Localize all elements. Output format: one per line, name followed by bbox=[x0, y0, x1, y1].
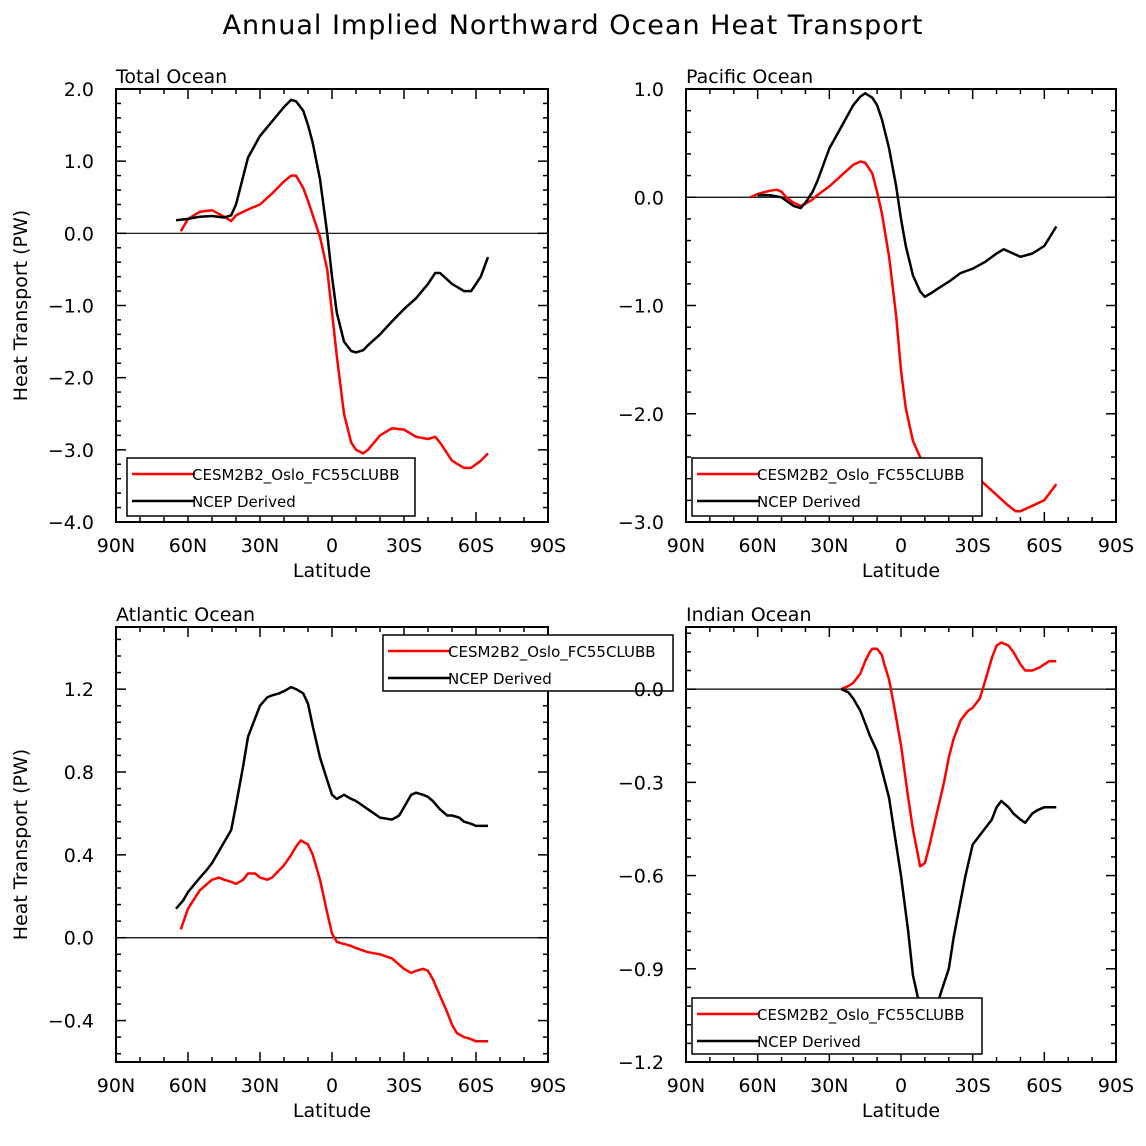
series-line-model bbox=[179, 174, 489, 470]
legend-label: NCEP Derived bbox=[192, 493, 296, 511]
y-tick-label: 0.0 bbox=[634, 187, 664, 209]
legend: CESM2B2_Oslo_FC55CLUBB NCEP Derived bbox=[126, 457, 416, 517]
series-line-ncep bbox=[175, 685, 488, 910]
legend-label: NCEP Derived bbox=[757, 1033, 861, 1051]
y-tick-label: −1.0 bbox=[48, 296, 94, 318]
plot-frame bbox=[685, 626, 1117, 1063]
x-tick-label: 90S bbox=[530, 535, 566, 557]
series-line-model bbox=[179, 839, 488, 1043]
y-tick-label: 0.8 bbox=[64, 762, 94, 784]
series-line-ncep bbox=[840, 687, 1057, 1017]
y-tick-label: −1.2 bbox=[618, 1052, 664, 1074]
y-tick-label: 0.0 bbox=[634, 679, 664, 701]
x-tick-label: 90S bbox=[530, 1075, 566, 1097]
y-tick-label: −2.0 bbox=[618, 404, 664, 426]
x-axis-label: Latitude bbox=[293, 560, 371, 582]
y-axis-label: Heat Transport (PW) bbox=[10, 210, 32, 401]
panel-title: Pacific Ocean bbox=[686, 66, 813, 88]
x-tick-label: 30S bbox=[955, 1075, 991, 1097]
x-tick-label: 30S bbox=[955, 535, 991, 557]
x-tick-label: 90N bbox=[667, 535, 705, 557]
legend-label: CESM2B2_Oslo_FC55CLUBB bbox=[192, 466, 400, 485]
y-tick-label: −4.0 bbox=[48, 512, 94, 534]
y-tick-label: −0.6 bbox=[618, 866, 664, 888]
x-tick-label: 90N bbox=[97, 535, 135, 557]
x-tick-label: 90S bbox=[1098, 1075, 1134, 1097]
panel-total-ocean: Total Ocean 90N 60N 30N 0 30S 60S 90S Latitude 2.… bbox=[10, 66, 566, 582]
y-tick-label: 1.0 bbox=[64, 151, 94, 173]
x-tick-label: 60N bbox=[169, 535, 207, 557]
panel-title: Indian Ocean bbox=[686, 604, 812, 626]
legend-box bbox=[382, 634, 674, 692]
x-tick-label: 60N bbox=[169, 1075, 207, 1097]
panel-pacific-ocean: Pacific Ocean 90N 60N 30N 0 30S 60S 90S Latitude… bbox=[618, 66, 1134, 582]
series-line-ncep bbox=[175, 98, 490, 354]
legend-label: CESM2B2_Oslo_FC55CLUBB bbox=[448, 643, 656, 662]
plot-frame bbox=[685, 88, 1117, 523]
panel-title: Total Ocean bbox=[115, 66, 227, 88]
x-tick-label: 30N bbox=[241, 535, 279, 557]
legend: CESM2B2_Oslo_FC55CLUBB NCEP Derived bbox=[382, 634, 674, 692]
x-tick-label: 30S bbox=[386, 1075, 422, 1097]
legend-box bbox=[691, 997, 983, 1055]
x-tick-label: 60S bbox=[458, 535, 494, 557]
series-line-model bbox=[749, 160, 1058, 513]
plot-frame bbox=[115, 626, 549, 1063]
x-tick-label: 0 bbox=[326, 1075, 338, 1097]
y-axis-label: Heat Transport (PW) bbox=[10, 749, 32, 940]
y-tick-label: −0.9 bbox=[618, 959, 664, 981]
legend-label: NCEP Derived bbox=[448, 670, 552, 688]
y-tick-label: 0.0 bbox=[64, 928, 94, 950]
y-tick-label: 1.0 bbox=[634, 79, 664, 101]
legend-label: CESM2B2_Oslo_FC55CLUBB bbox=[757, 1006, 965, 1025]
y-tick-label: 2.0 bbox=[64, 79, 94, 101]
legend: CESM2B2_Oslo_FC55CLUBB NCEP Derived bbox=[691, 997, 983, 1055]
legend: CESM2B2_Oslo_FC55CLUBB NCEP Derived bbox=[691, 457, 983, 517]
y-tick-label: −1.0 bbox=[618, 296, 664, 318]
x-tick-label: 60S bbox=[1026, 1075, 1062, 1097]
x-tick-label: 0 bbox=[895, 535, 907, 557]
x-tick-label: 60N bbox=[738, 1075, 776, 1097]
x-axis-label: Latitude bbox=[862, 560, 940, 582]
y-tick-label: 1.2 bbox=[64, 679, 94, 701]
y-tick-label: −2.0 bbox=[48, 368, 94, 390]
series-line-model bbox=[840, 641, 1057, 868]
x-tick-label: 30N bbox=[810, 535, 848, 557]
chart-main-title: Annual Implied Northward Ocean Heat Tran… bbox=[222, 10, 924, 41]
x-tick-label: 60S bbox=[1026, 535, 1062, 557]
x-tick-label: 90N bbox=[667, 1075, 705, 1097]
x-tick-label: 60S bbox=[458, 1075, 494, 1097]
x-tick-label: 90N bbox=[97, 1075, 135, 1097]
x-tick-label: 30N bbox=[810, 1075, 848, 1097]
legend-box bbox=[126, 457, 416, 517]
x-axis-label: Latitude bbox=[862, 1100, 940, 1122]
y-tick-label: −0.4 bbox=[48, 1011, 94, 1033]
panel-title: Atlantic Ocean bbox=[116, 604, 255, 626]
y-tick-label: 0.4 bbox=[64, 845, 94, 867]
x-axis-label: Latitude bbox=[293, 1100, 371, 1122]
x-tick-label: 30N bbox=[241, 1075, 279, 1097]
legend-label: NCEP Derived bbox=[757, 493, 861, 511]
legend-label: CESM2B2_Oslo_FC55CLUBB bbox=[757, 466, 965, 485]
x-tick-label: 0 bbox=[326, 535, 338, 557]
x-tick-label: 30S bbox=[386, 535, 422, 557]
y-tick-label: 0.0 bbox=[64, 223, 94, 245]
panel-indian-ocean: Indian Ocean 90N 60N 30N 0 30S 60S 90S Latitude 0… bbox=[618, 604, 1134, 1122]
y-tick-label: −3.0 bbox=[618, 512, 664, 534]
x-tick-label: 60N bbox=[738, 535, 776, 557]
x-tick-label: 0 bbox=[895, 1075, 907, 1097]
x-tick-label: 90S bbox=[1098, 535, 1134, 557]
y-tick-label: −0.3 bbox=[618, 772, 664, 794]
y-tick-label: −3.0 bbox=[48, 440, 94, 462]
legend-box bbox=[691, 457, 983, 517]
panel-atlantic-ocean: Atlantic Ocean 90N 60N 30N 0 30S 60S 90S Latitud… bbox=[10, 604, 674, 1122]
series-line-ncep bbox=[757, 92, 1058, 299]
